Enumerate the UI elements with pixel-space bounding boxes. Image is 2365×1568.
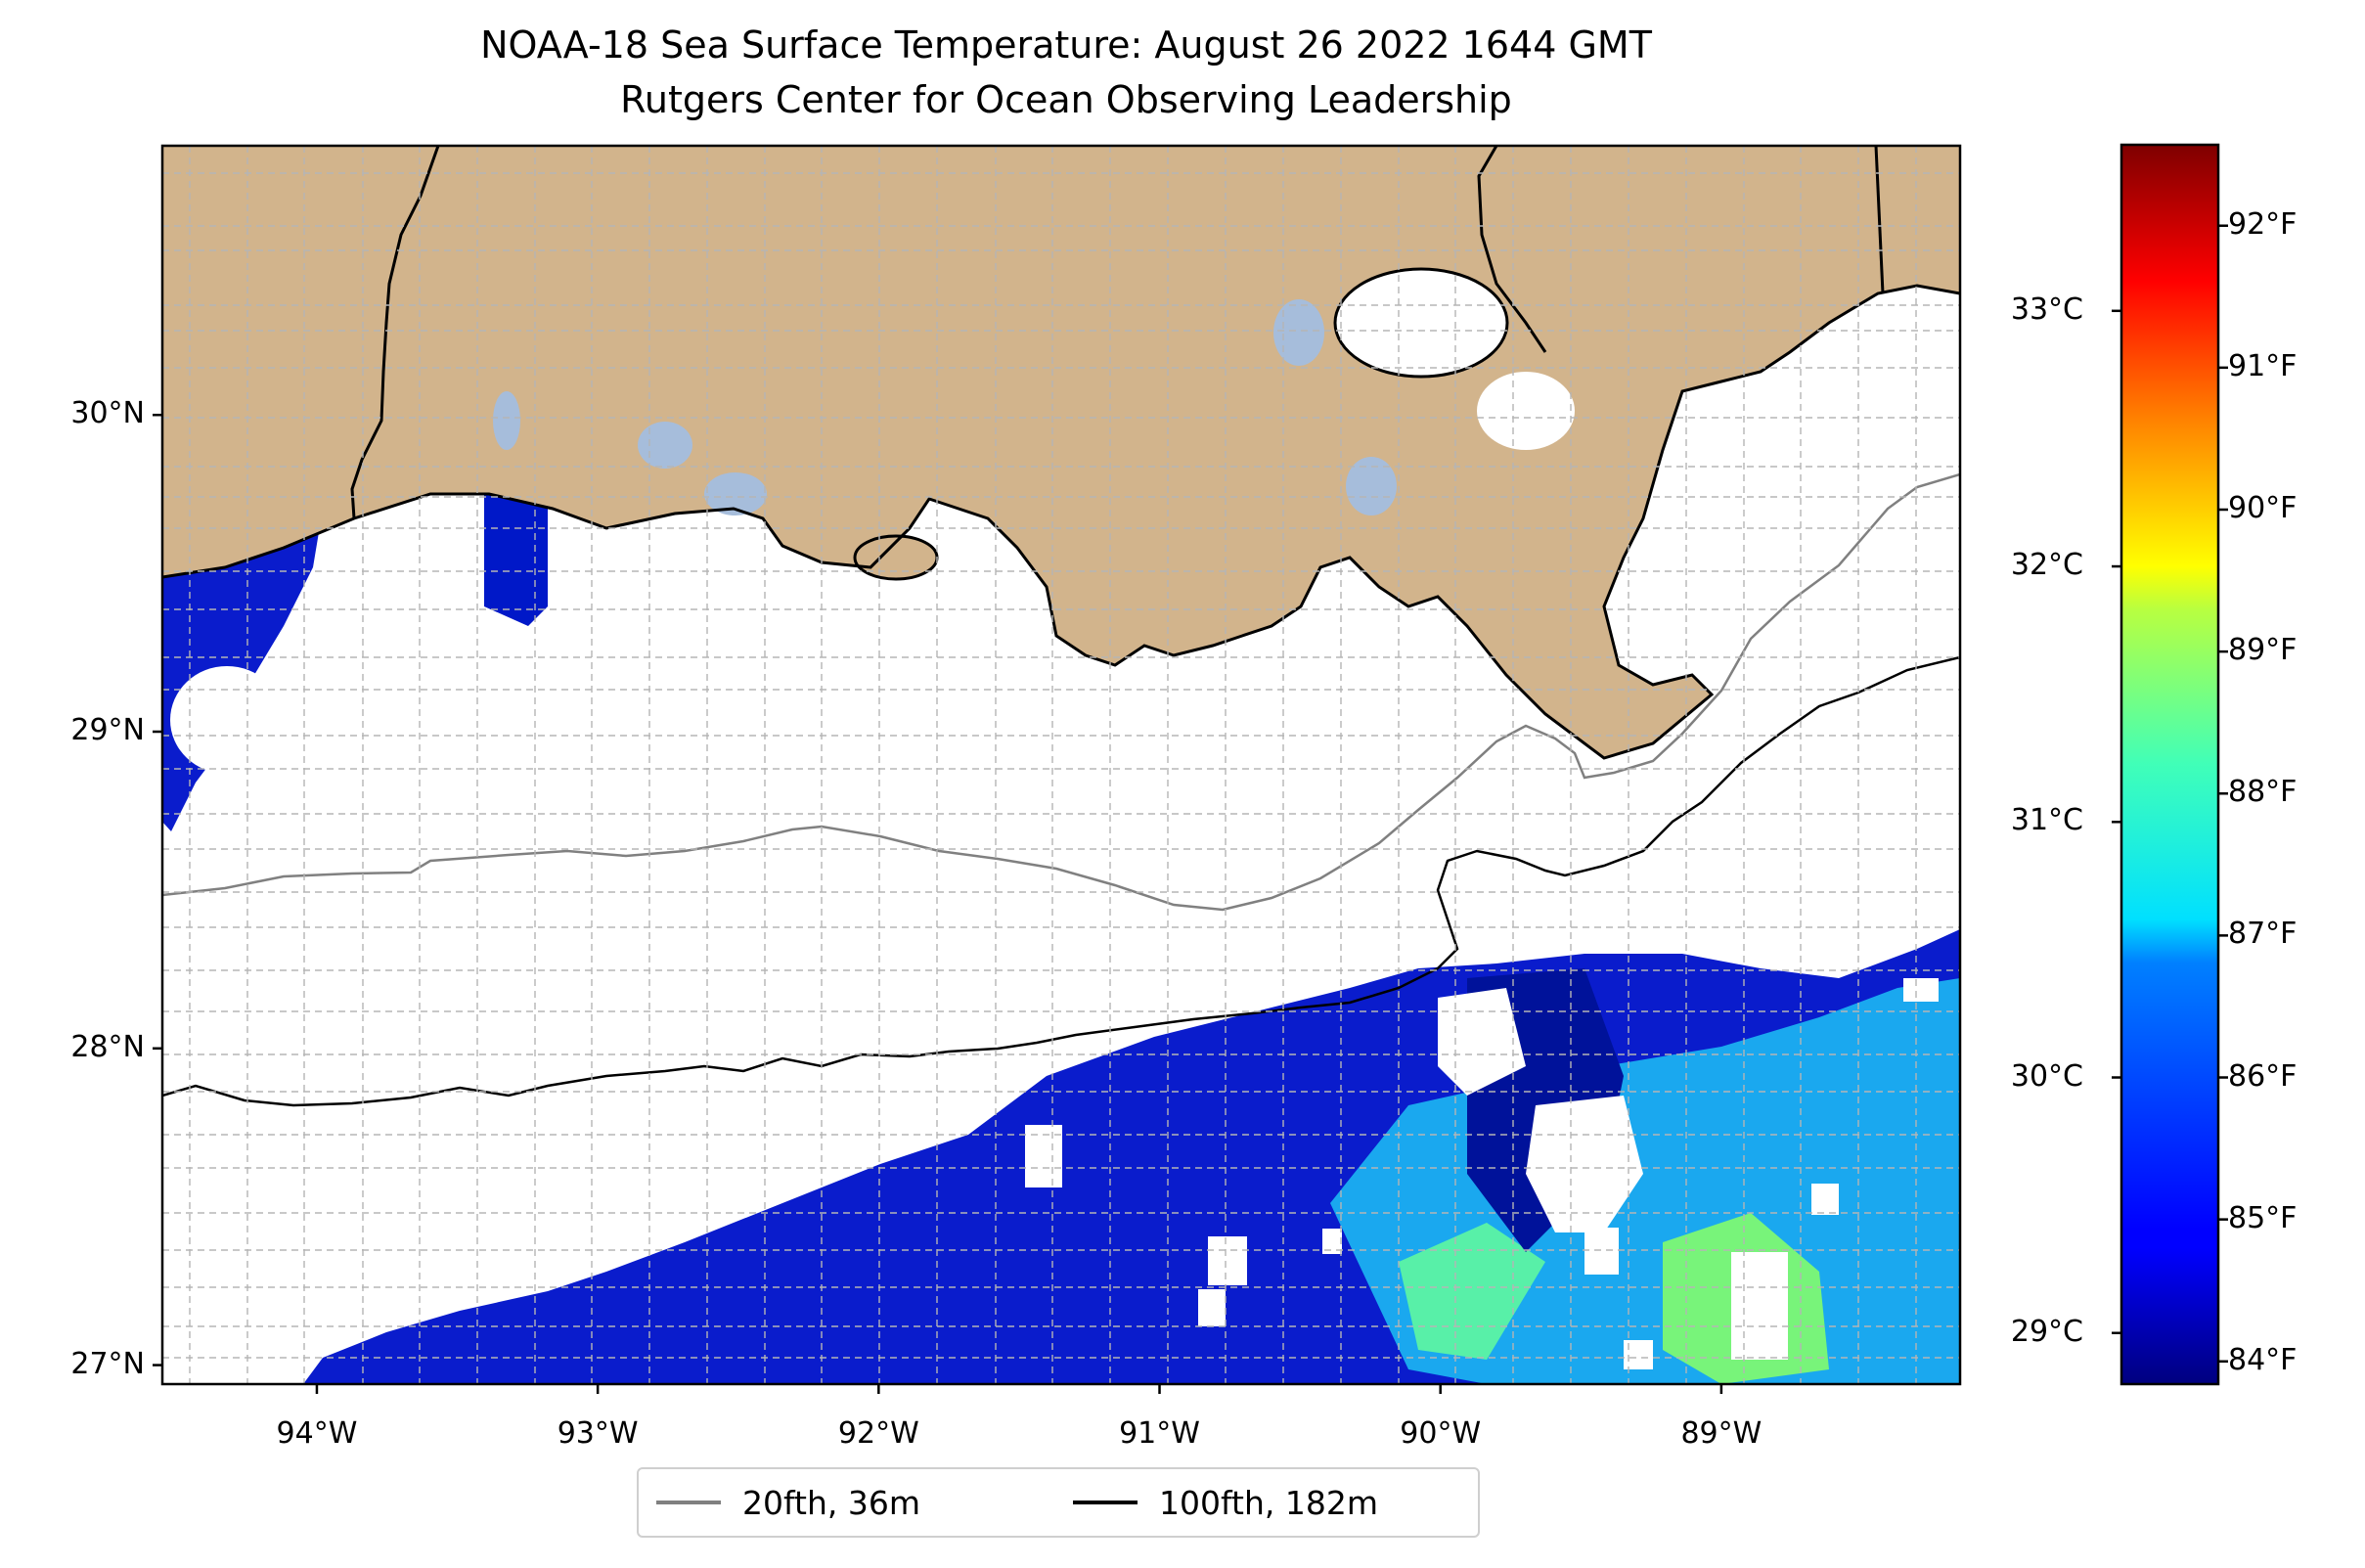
gridlines	[162, 146, 1960, 1384]
lat-tick-label: 28°N	[70, 1029, 145, 1064]
colorbar-fahrenheit-label: 86°F	[2228, 1058, 2298, 1094]
colorbar-fahrenheit-label: 85°F	[2228, 1200, 2298, 1235]
cloud-hole	[1584, 1228, 1619, 1275]
cloud-hole	[1438, 988, 1526, 1096]
lake	[638, 422, 692, 469]
cloud-hole	[170, 666, 284, 774]
cloud-hole	[1731, 1252, 1788, 1360]
legend: 20fth, 36m 100fth, 182m	[637, 1467, 1480, 1538]
lake	[704, 472, 767, 515]
colorbar-celsius-label: 32°C	[2010, 548, 2083, 583]
colorbar-fahrenheit-label: 84°F	[2228, 1342, 2298, 1377]
lat-tick-label: 29°N	[70, 713, 145, 747]
legend-swatch-20fth	[656, 1501, 721, 1504]
colorbar-fahrenheit-label: 90°F	[2228, 490, 2298, 525]
colorbar-fahrenheit-label: 87°F	[2228, 917, 2298, 952]
lat-tick-label: 30°N	[70, 396, 145, 431]
colorbar-celsius-label: 33°C	[2010, 291, 2083, 327]
map-subtitle: Rutgers Center for Ocean Observing Leade…	[620, 78, 1512, 121]
isobath-20fth	[162, 472, 1960, 912]
legend-item-20fth: 20fth, 36m	[656, 1483, 920, 1522]
cloud-hole	[1208, 1236, 1247, 1285]
lat-tick-label: 27°N	[70, 1346, 145, 1381]
legend-swatch-100fth	[1073, 1501, 1138, 1504]
cloud-hole	[1811, 1184, 1839, 1215]
legend-label-100fth: 100fth, 182m	[1159, 1483, 1378, 1522]
colorbar-celsius-label: 29°C	[2010, 1314, 2083, 1349]
lake	[1273, 299, 1324, 366]
cloud-hole	[1322, 1229, 1342, 1254]
lake	[1333, 267, 1509, 379]
legend-label-20fth: 20fth, 36m	[742, 1483, 920, 1522]
land-area	[162, 146, 1960, 758]
colorbar-fahrenheit-label: 88°F	[2228, 775, 2298, 810]
state-border	[1874, 146, 1885, 294]
colorbar-fahrenheit-label: 91°F	[2228, 348, 2298, 383]
state-border	[350, 146, 440, 519]
lake	[1477, 372, 1575, 450]
lon-tick-label: 94°W	[276, 1416, 358, 1451]
colorbar-celsius-label: 31°C	[2010, 803, 2083, 838]
map-frame	[160, 144, 1962, 1386]
colorbar-fahrenheit-label: 89°F	[2228, 633, 2298, 668]
colorbar	[2120, 143, 2220, 1386]
cloud-hole	[1903, 978, 1939, 1002]
colorbar-ticks	[2112, 224, 2228, 1364]
legend-item-100fth: 100fth, 182m	[1073, 1483, 1378, 1522]
lon-tick-label: 90°W	[1400, 1416, 1482, 1451]
sst-green-patch	[1399, 1223, 1545, 1360]
cloud-hole	[1526, 1096, 1643, 1232]
colorbar-fahrenheit-label: 92°F	[2228, 206, 2298, 242]
lake	[1346, 457, 1397, 515]
lon-tick-label: 91°W	[1119, 1416, 1200, 1451]
lon-tick-label: 93°W	[557, 1416, 639, 1451]
map-title: NOAA-18 Sea Surface Temperature: August …	[480, 23, 1652, 67]
sst-nw-patch	[484, 494, 548, 626]
coastline	[162, 284, 1960, 760]
cloud-hole	[1198, 1289, 1226, 1326]
lake	[493, 391, 520, 450]
lon-tick-label: 89°W	[1680, 1416, 1763, 1451]
state-border	[1477, 146, 1547, 353]
tick-marks	[153, 413, 1723, 1394]
isobath-100fth	[162, 655, 1960, 1107]
lon-tick-label: 92°W	[837, 1416, 919, 1451]
colorbar-celsius-label: 30°C	[2010, 1058, 2083, 1094]
